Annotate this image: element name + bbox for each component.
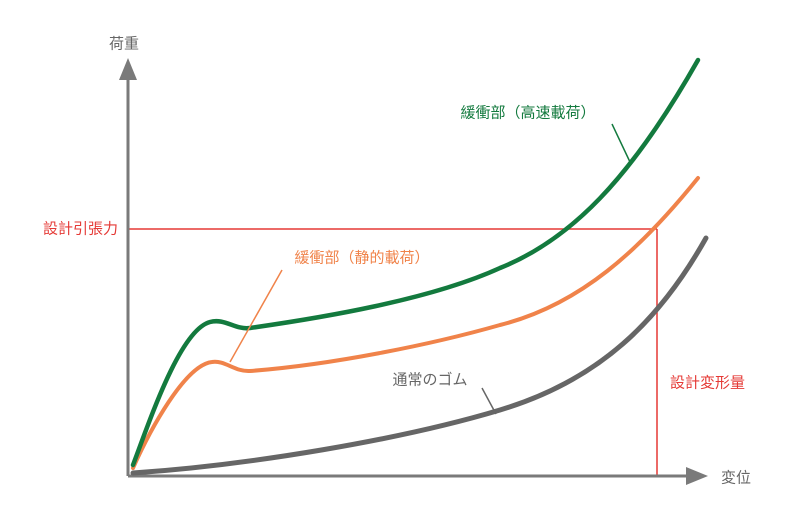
y-axis-label: 荷重 xyxy=(109,35,139,53)
design-tension-label: 設計引張力 xyxy=(43,220,118,238)
static-curve xyxy=(131,176,700,470)
x-axis-arrow xyxy=(686,467,708,485)
leader-line xyxy=(611,123,631,163)
curve-label: 通常のゴム xyxy=(392,371,467,389)
high-speed-curve xyxy=(130,57,701,468)
y-axis-arrow xyxy=(119,58,137,80)
curve-label: 緩衝部（静的載荷） xyxy=(294,249,429,267)
leader-line xyxy=(229,269,283,363)
curve-label: 緩衝部（高速載荷） xyxy=(460,104,595,122)
leader-line xyxy=(481,387,497,415)
x-axis-label: 変位 xyxy=(721,469,751,487)
design-deformation-label: 設計変形量 xyxy=(670,374,745,392)
rubber-curve xyxy=(130,235,709,476)
